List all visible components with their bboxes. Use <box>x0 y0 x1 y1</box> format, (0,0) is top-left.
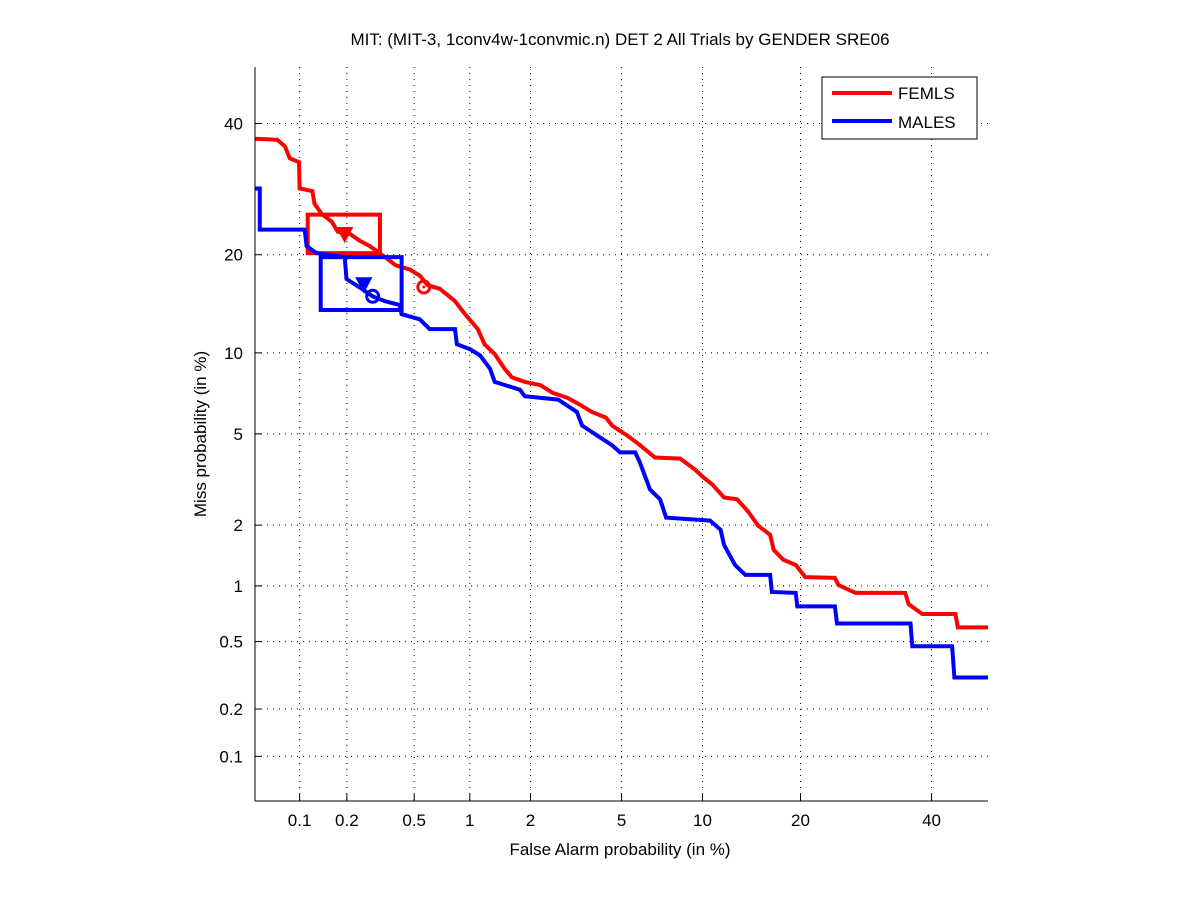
y-tick-label: 0.2 <box>219 700 243 719</box>
x-tick-label: 0.1 <box>288 811 312 830</box>
x-tick-label: 40 <box>922 811 941 830</box>
legend-box <box>821 76 978 140</box>
x-tick-label: 0.5 <box>402 811 426 830</box>
y-tick-label: 0.1 <box>219 747 243 766</box>
x-tick-label: 5 <box>617 811 626 830</box>
y-tick-label: 1 <box>234 577 243 596</box>
series-males <box>255 186 988 680</box>
confidence-box-males <box>318 255 404 312</box>
actual-decision-marker-femls <box>336 227 354 244</box>
y-tick-label: 20 <box>224 246 243 265</box>
chart-title: MIT: (MIT-3, 1conv4w-1convmic.n) DET 2 A… <box>350 30 889 49</box>
min-dcf-marker-center-femls <box>422 285 426 289</box>
y-tick-label: 2 <box>234 516 243 535</box>
y-tick-label: 10 <box>224 344 243 363</box>
series-layer <box>254 136 988 680</box>
y-tick-label: 5 <box>234 425 243 444</box>
grid <box>255 67 988 801</box>
x-tick-label: 1 <box>465 811 474 830</box>
confidence-box-femls <box>305 212 382 256</box>
legend-label-males: MALES <box>898 113 956 132</box>
min-dcf-marker-center-males <box>371 294 375 298</box>
det-curve-femls <box>254 136 988 630</box>
y-tick-label: 40 <box>224 115 243 134</box>
y-tick-label: 0.5 <box>219 633 243 652</box>
actual-decision-marker-males <box>355 277 373 294</box>
x-tick-label: 10 <box>693 811 712 830</box>
legend-label-femls: FEMLS <box>898 84 955 103</box>
min-dcf-marker-femls <box>416 279 432 295</box>
min-dcf-marker-males <box>365 288 381 304</box>
y-axis-label: Miss probability (in %) <box>191 351 210 517</box>
x-tick-label: 20 <box>791 811 810 830</box>
x-tick-label: 2 <box>526 811 535 830</box>
x-axis-label: False Alarm probability (in %) <box>509 840 730 859</box>
axes: 0.1 0.2 0.5 1 2 5 10 20 40 0.1 0.2 0.5 1 2 5 10 20 40 <box>219 67 988 830</box>
series-femls <box>254 136 988 630</box>
legend: FEMLS MALES <box>821 76 978 140</box>
x-tick-label: 0.2 <box>335 811 359 830</box>
